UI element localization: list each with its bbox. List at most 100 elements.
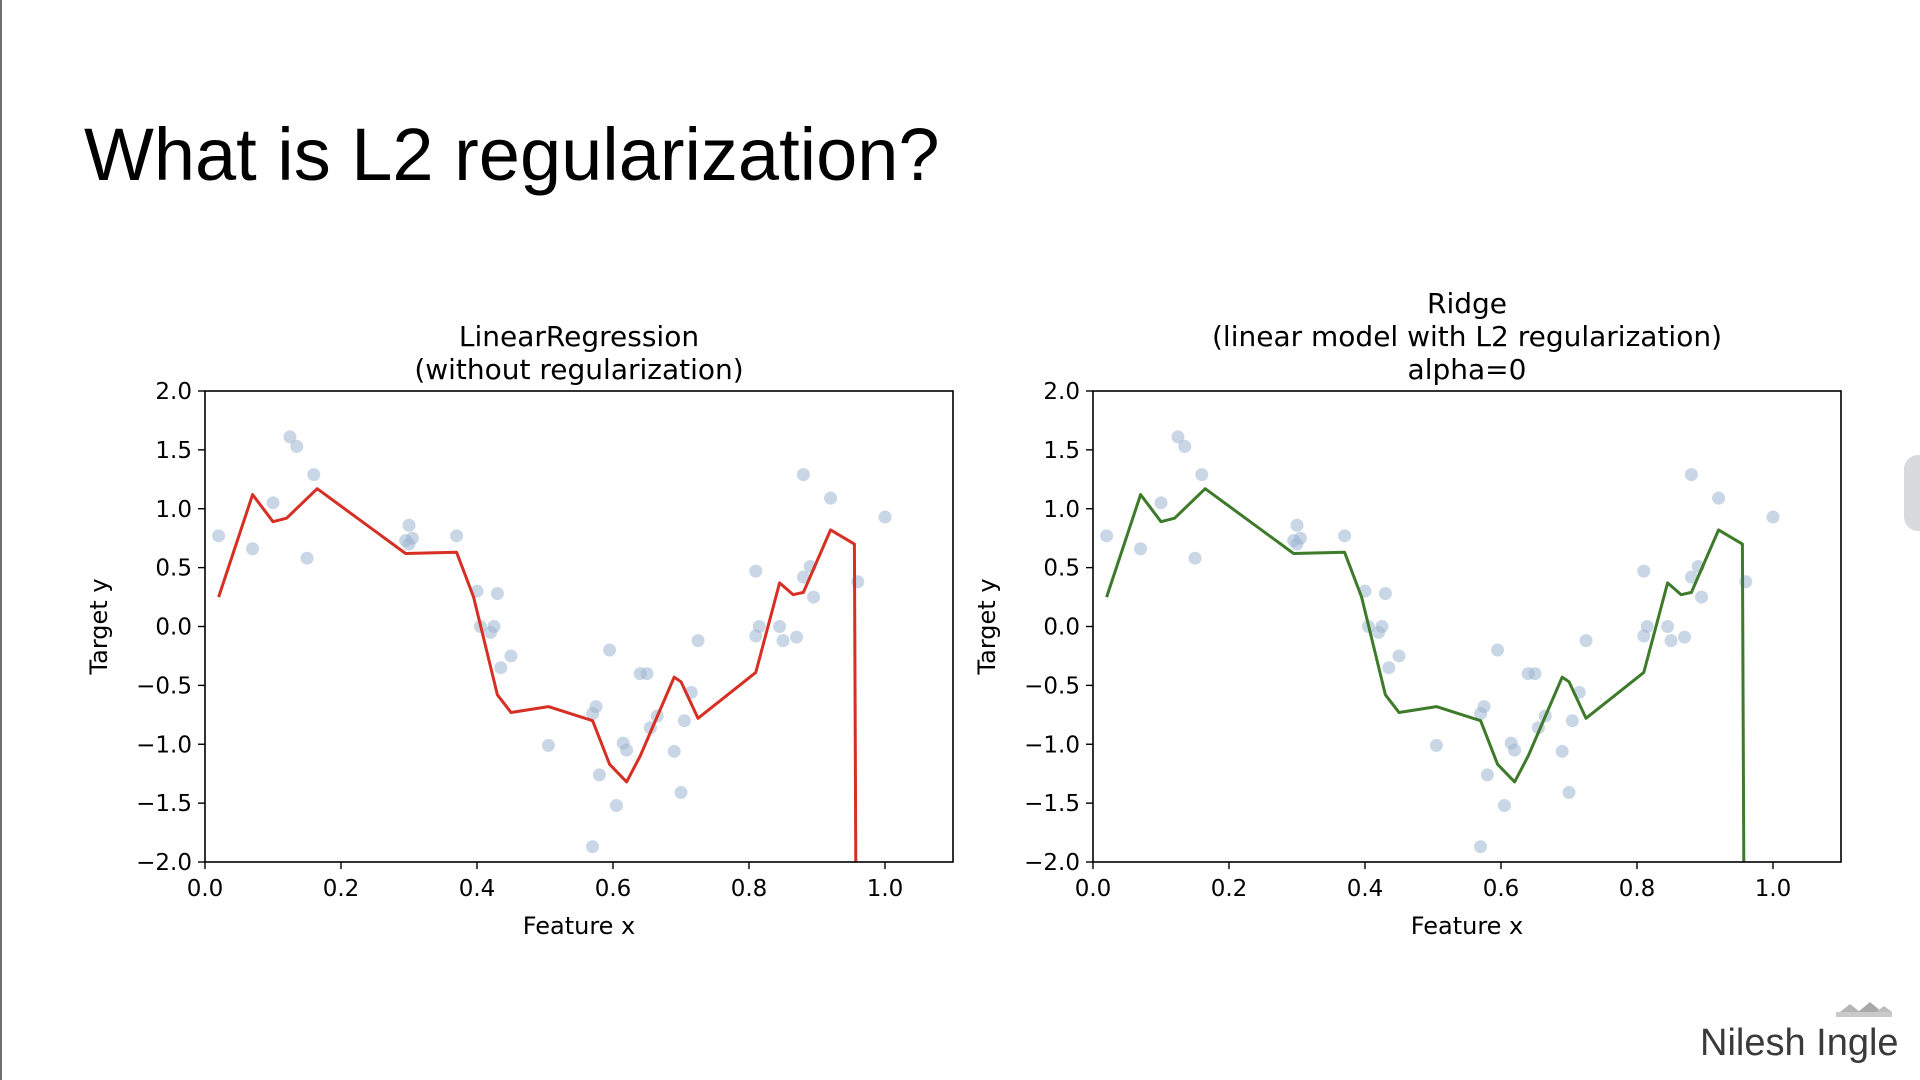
fit-line <box>1105 487 1746 862</box>
data-point <box>307 468 321 482</box>
plot-frame <box>1092 390 1842 863</box>
slide-title: What is L2 regularization? <box>84 113 940 196</box>
data-point <box>1375 620 1389 633</box>
slide-left-edge <box>0 0 2 1080</box>
chart-title-line: LinearRegression <box>459 320 699 353</box>
data-point <box>1579 634 1593 648</box>
author-name: Nilesh Ingle <box>1700 1022 1899 1064</box>
x-tick-label: 0.6 <box>595 876 632 902</box>
data-point <box>1695 590 1709 604</box>
data-point <box>640 667 654 681</box>
data-point <box>1382 661 1396 675</box>
data-point <box>1684 570 1698 584</box>
data-point <box>824 491 838 505</box>
data-point <box>667 744 681 758</box>
y-tick-label: 1.5 <box>155 438 192 464</box>
data-point <box>796 468 810 482</box>
y-axis-label: Target y <box>85 578 113 675</box>
data-point <box>1508 743 1522 757</box>
data-point <box>300 551 314 565</box>
data-point <box>1678 630 1692 644</box>
chart-1: LinearRegression(without regularization)… <box>85 320 954 940</box>
data-point <box>773 620 787 633</box>
x-tick-label: 0.8 <box>1619 876 1656 902</box>
y-tick-label: 0.0 <box>155 615 192 641</box>
data-point <box>1392 649 1406 663</box>
y-tick-label: 2.0 <box>155 379 192 405</box>
x-tick-label: 0.4 <box>459 876 496 902</box>
data-point <box>1661 620 1675 633</box>
data-point <box>1429 738 1443 752</box>
y-tick-label: 1.5 <box>1043 438 1080 464</box>
data-point <box>1338 529 1352 543</box>
x-tick-label: 1.0 <box>867 876 904 902</box>
data-point <box>1154 496 1168 510</box>
data-point <box>504 649 518 663</box>
x-tick-label: 0.2 <box>1211 876 1248 902</box>
data-point <box>691 634 705 648</box>
y-tick-label: −1.5 <box>136 791 192 817</box>
data-point <box>405 531 419 545</box>
y-tick-label: 1.0 <box>155 497 192 523</box>
y-tick-label: 0.5 <box>155 556 192 582</box>
y-tick-label: −1.5 <box>1024 791 1080 817</box>
data-point <box>1562 786 1576 800</box>
data-point <box>752 620 766 633</box>
data-point <box>1171 430 1185 444</box>
data-point <box>1555 744 1569 758</box>
data-point <box>592 768 606 782</box>
data-point <box>1477 700 1491 714</box>
data-point <box>749 564 763 578</box>
y-tick-label: 2.0 <box>1043 379 1080 405</box>
data-point <box>1134 542 1148 556</box>
data-point <box>677 714 691 728</box>
y-tick-label: −0.5 <box>1024 673 1080 699</box>
x-tick-label: 0.0 <box>187 876 224 902</box>
data-point <box>1188 551 1202 565</box>
data-point <box>1684 468 1698 482</box>
data-point <box>1195 468 1209 482</box>
data-point <box>674 786 688 800</box>
data-point <box>1480 768 1494 782</box>
x-axis-label: Feature x <box>523 912 636 940</box>
data-point <box>290 439 304 453</box>
data-point <box>1474 840 1488 854</box>
chart-title-line: (without regularization) <box>414 353 743 386</box>
side-panel-handle[interactable] <box>1904 455 1920 531</box>
data-point <box>609 798 623 812</box>
data-point <box>1497 798 1511 812</box>
data-point <box>487 620 501 633</box>
plot-frame <box>204 390 954 863</box>
scatter-points <box>1100 430 1780 854</box>
y-tick-label: −2.0 <box>1024 850 1080 876</box>
data-point <box>1528 667 1542 681</box>
logo-icon <box>1836 1002 1892 1017</box>
x-tick-label: 1.0 <box>1755 876 1792 902</box>
data-point <box>603 643 617 657</box>
x-tick-label: 0.4 <box>1347 876 1384 902</box>
y-tick-label: 0.0 <box>1043 615 1080 641</box>
y-tick-label: −1.0 <box>1024 732 1080 758</box>
data-point <box>1640 620 1654 633</box>
data-point <box>490 587 504 601</box>
y-axis-label: Target y <box>973 578 1001 675</box>
data-point <box>1293 531 1307 545</box>
data-point <box>1290 518 1304 532</box>
data-point <box>1766 510 1780 524</box>
y-tick-label: −1.0 <box>136 732 192 758</box>
x-tick-label: 0.0 <box>1075 876 1112 902</box>
data-point <box>790 630 804 644</box>
data-point <box>807 590 821 604</box>
data-point <box>283 430 297 444</box>
data-point <box>266 496 280 510</box>
scatter-points <box>212 430 892 854</box>
y-tick-label: 0.5 <box>1043 556 1080 582</box>
chart-title-line: alpha=0 <box>1408 353 1527 386</box>
data-point <box>586 840 600 854</box>
data-point <box>1637 564 1651 578</box>
chart-title-line: Ridge <box>1427 287 1507 320</box>
x-tick-label: 0.2 <box>323 876 360 902</box>
y-tick-label: −2.0 <box>136 850 192 876</box>
data-point <box>541 738 555 752</box>
